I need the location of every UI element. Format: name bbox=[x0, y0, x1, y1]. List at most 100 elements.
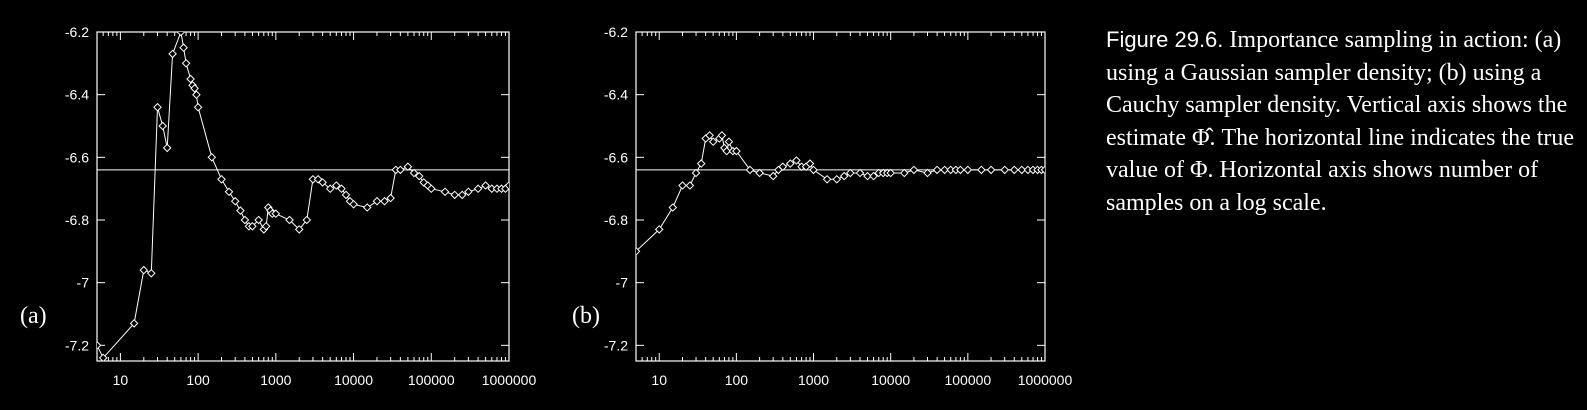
data-point-marker bbox=[337, 184, 346, 194]
y-tick-label: -6.8 bbox=[65, 212, 89, 228]
data-point-marker bbox=[98, 353, 108, 361]
data-point-marker bbox=[176, 32, 186, 37]
data-point-marker bbox=[932, 165, 942, 175]
x-tick-label: 100000 bbox=[408, 372, 455, 388]
data-point-marker bbox=[146, 268, 156, 278]
series-group bbox=[636, 131, 1045, 256]
data-point-marker bbox=[129, 319, 139, 328]
x-tick-label: 100000 bbox=[944, 372, 991, 388]
data-point-marker bbox=[977, 165, 986, 175]
y-tick-label: -7 bbox=[77, 275, 90, 291]
data-point-marker bbox=[372, 196, 382, 206]
panel-label: (a) bbox=[20, 303, 47, 329]
plot-frame bbox=[96, 31, 510, 362]
data-point-marker bbox=[481, 181, 490, 190]
data-point-marker bbox=[362, 203, 372, 212]
plot-frame bbox=[635, 31, 1046, 362]
data-point-marker bbox=[325, 184, 335, 194]
data-point-marker bbox=[192, 90, 201, 100]
data-point-marker bbox=[792, 156, 801, 165]
data-point-marker bbox=[217, 174, 226, 184]
y-tick-label: -7.2 bbox=[65, 337, 89, 353]
caption-figure-label: Figure 29.6. bbox=[1106, 27, 1224, 52]
data-point-marker bbox=[755, 168, 764, 178]
data-point-marker bbox=[186, 74, 195, 84]
x-tick-label: 10000 bbox=[334, 372, 373, 388]
data-point-marker bbox=[923, 168, 932, 178]
caption-text: Importance sampling in action: (a) using… bbox=[1106, 27, 1575, 216]
x-tick-label: 1000000 bbox=[482, 372, 537, 388]
figure-caption: Figure 29.6. Importance sampling in acti… bbox=[1106, 24, 1576, 220]
data-point-marker bbox=[869, 171, 878, 181]
data-point-marker bbox=[839, 171, 849, 181]
y-tick-label: -6.2 bbox=[65, 24, 89, 40]
x-tick-label: 1000 bbox=[798, 372, 829, 388]
chart-panel-b: -6.2 -6.4 -6.6 -6.8 -7 -7.2 10 100 1000 10000 1000… bbox=[572, 24, 1072, 388]
data-point-marker bbox=[97, 340, 102, 350]
data-point-marker bbox=[778, 162, 788, 172]
data-point-marker bbox=[963, 165, 973, 175]
x-tick-label: 1000 bbox=[260, 372, 291, 388]
data-point-marker bbox=[331, 181, 341, 190]
data-point-marker bbox=[809, 165, 818, 175]
data-point-marker bbox=[457, 190, 467, 200]
data-point-marker bbox=[899, 168, 909, 178]
data-point-marker bbox=[1000, 165, 1010, 175]
data-point-marker bbox=[909, 165, 919, 175]
y-tick-label: -7.2 bbox=[604, 337, 628, 353]
series-line bbox=[97, 32, 509, 359]
data-point-marker bbox=[705, 131, 714, 140]
data-point-marker bbox=[450, 190, 460, 200]
y-tick-label: -6.6 bbox=[604, 149, 628, 165]
data-point-marker bbox=[768, 171, 778, 181]
data-point-marker bbox=[224, 187, 234, 197]
data-point-marker bbox=[294, 225, 304, 234]
data-point-marker bbox=[248, 221, 257, 231]
data-point-marker bbox=[179, 43, 188, 53]
y-tick-label: -6.8 bbox=[604, 212, 628, 228]
data-point-marker bbox=[732, 146, 741, 156]
data-point-marker bbox=[254, 215, 263, 225]
data-point-marker bbox=[832, 174, 842, 184]
data-point-marker bbox=[318, 178, 327, 187]
data-point-marker bbox=[236, 206, 245, 215]
data-point-marker bbox=[855, 168, 865, 178]
data-point-marker bbox=[1017, 165, 1027, 175]
data-point-marker bbox=[724, 137, 734, 147]
data-point-marker bbox=[193, 102, 203, 112]
data-point-marker bbox=[409, 168, 419, 178]
data-point-marker bbox=[153, 102, 162, 112]
data-point-marker bbox=[685, 181, 695, 190]
data-point-marker bbox=[1040, 165, 1045, 175]
data-point-marker bbox=[380, 196, 389, 206]
x-tick-label: 1000000 bbox=[1018, 372, 1073, 388]
data-point-marker bbox=[1009, 165, 1019, 175]
data-point-marker bbox=[190, 84, 199, 93]
data-point-marker bbox=[139, 265, 149, 275]
y-tick-label: -7 bbox=[616, 275, 629, 291]
data-point-marker bbox=[464, 187, 473, 197]
data-point-marker bbox=[271, 209, 281, 219]
data-point-marker bbox=[636, 246, 641, 256]
data-point-marker bbox=[863, 171, 872, 181]
data-point-marker bbox=[845, 168, 855, 178]
data-point-marker bbox=[168, 49, 177, 59]
data-point-marker bbox=[956, 165, 965, 175]
data-point-marker bbox=[313, 174, 323, 184]
y-tick-label: -6.2 bbox=[604, 24, 628, 40]
data-point-marker bbox=[426, 184, 436, 194]
x-tick-label: 10 bbox=[113, 372, 129, 388]
x-tick-label: 100 bbox=[725, 372, 749, 388]
data-point-marker bbox=[668, 203, 678, 212]
y-tick-label: -6.4 bbox=[65, 87, 89, 103]
data-point-marker bbox=[717, 131, 727, 140]
data-point-marker bbox=[473, 184, 483, 194]
data-point-marker bbox=[805, 159, 815, 168]
y-tick-label: -6.6 bbox=[65, 149, 89, 165]
data-point-marker bbox=[504, 181, 509, 190]
series-line bbox=[636, 134, 1045, 252]
chart-panel-a: -6.2 -6.4 -6.6 -6.8 -7 -7.2 10 100 1000 10000 1000… bbox=[20, 24, 536, 388]
data-point-marker bbox=[285, 215, 294, 225]
x-tick-label: 100 bbox=[186, 372, 210, 388]
